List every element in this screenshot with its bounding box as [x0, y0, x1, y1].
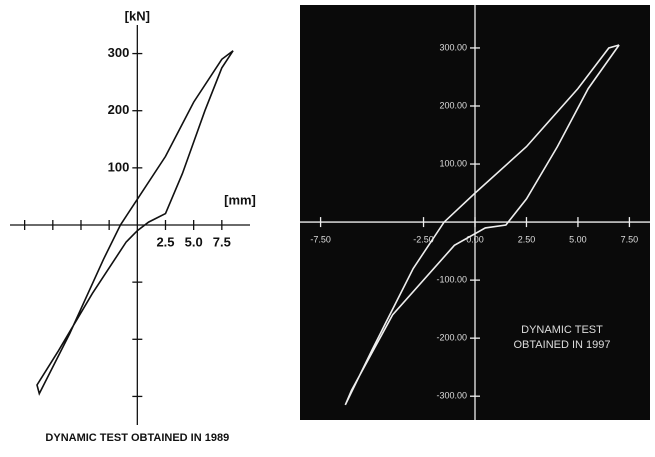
- y-tick-label: -100.00: [436, 274, 467, 284]
- x-tick-label: 2.5: [156, 234, 174, 249]
- y-tick-label: 300.00: [439, 42, 467, 52]
- y-tick-label: 200: [108, 102, 130, 117]
- figure: 2.5 5.0 7.5 100 200 300 [kN] [mm] DYNAMIC TEST O…: [0, 0, 655, 457]
- y-tick-label: 100.00: [439, 158, 467, 168]
- y-tick-label: -200.00: [436, 333, 467, 343]
- left-chart: 2.5 5.0 7.5 100 200 300 [kN] [mm] DYNAMIC TEST O…: [10, 8, 256, 443]
- x-tick-label: 7.50: [621, 234, 639, 244]
- y-axis-label: [kN]: [125, 8, 150, 23]
- x-tick-label: 5.0: [185, 234, 203, 249]
- y-tick-label: -300.00: [436, 391, 467, 401]
- x-tick-label: 7.5: [213, 234, 231, 249]
- chart-title: DYNAMIC TEST OBTAINED IN 1989: [45, 432, 229, 444]
- x-tick-label: 5.00: [569, 234, 587, 244]
- y-tick-label: 200.00: [439, 100, 467, 110]
- x-tick-label: 2.50: [518, 234, 536, 244]
- y-tick-label: 100: [108, 159, 130, 174]
- y-tick-label: 300: [108, 45, 130, 60]
- x-tick-label: 0.00: [466, 234, 484, 244]
- x-tick-label: -7.50: [310, 234, 331, 244]
- x-axis-label: [mm]: [224, 192, 256, 207]
